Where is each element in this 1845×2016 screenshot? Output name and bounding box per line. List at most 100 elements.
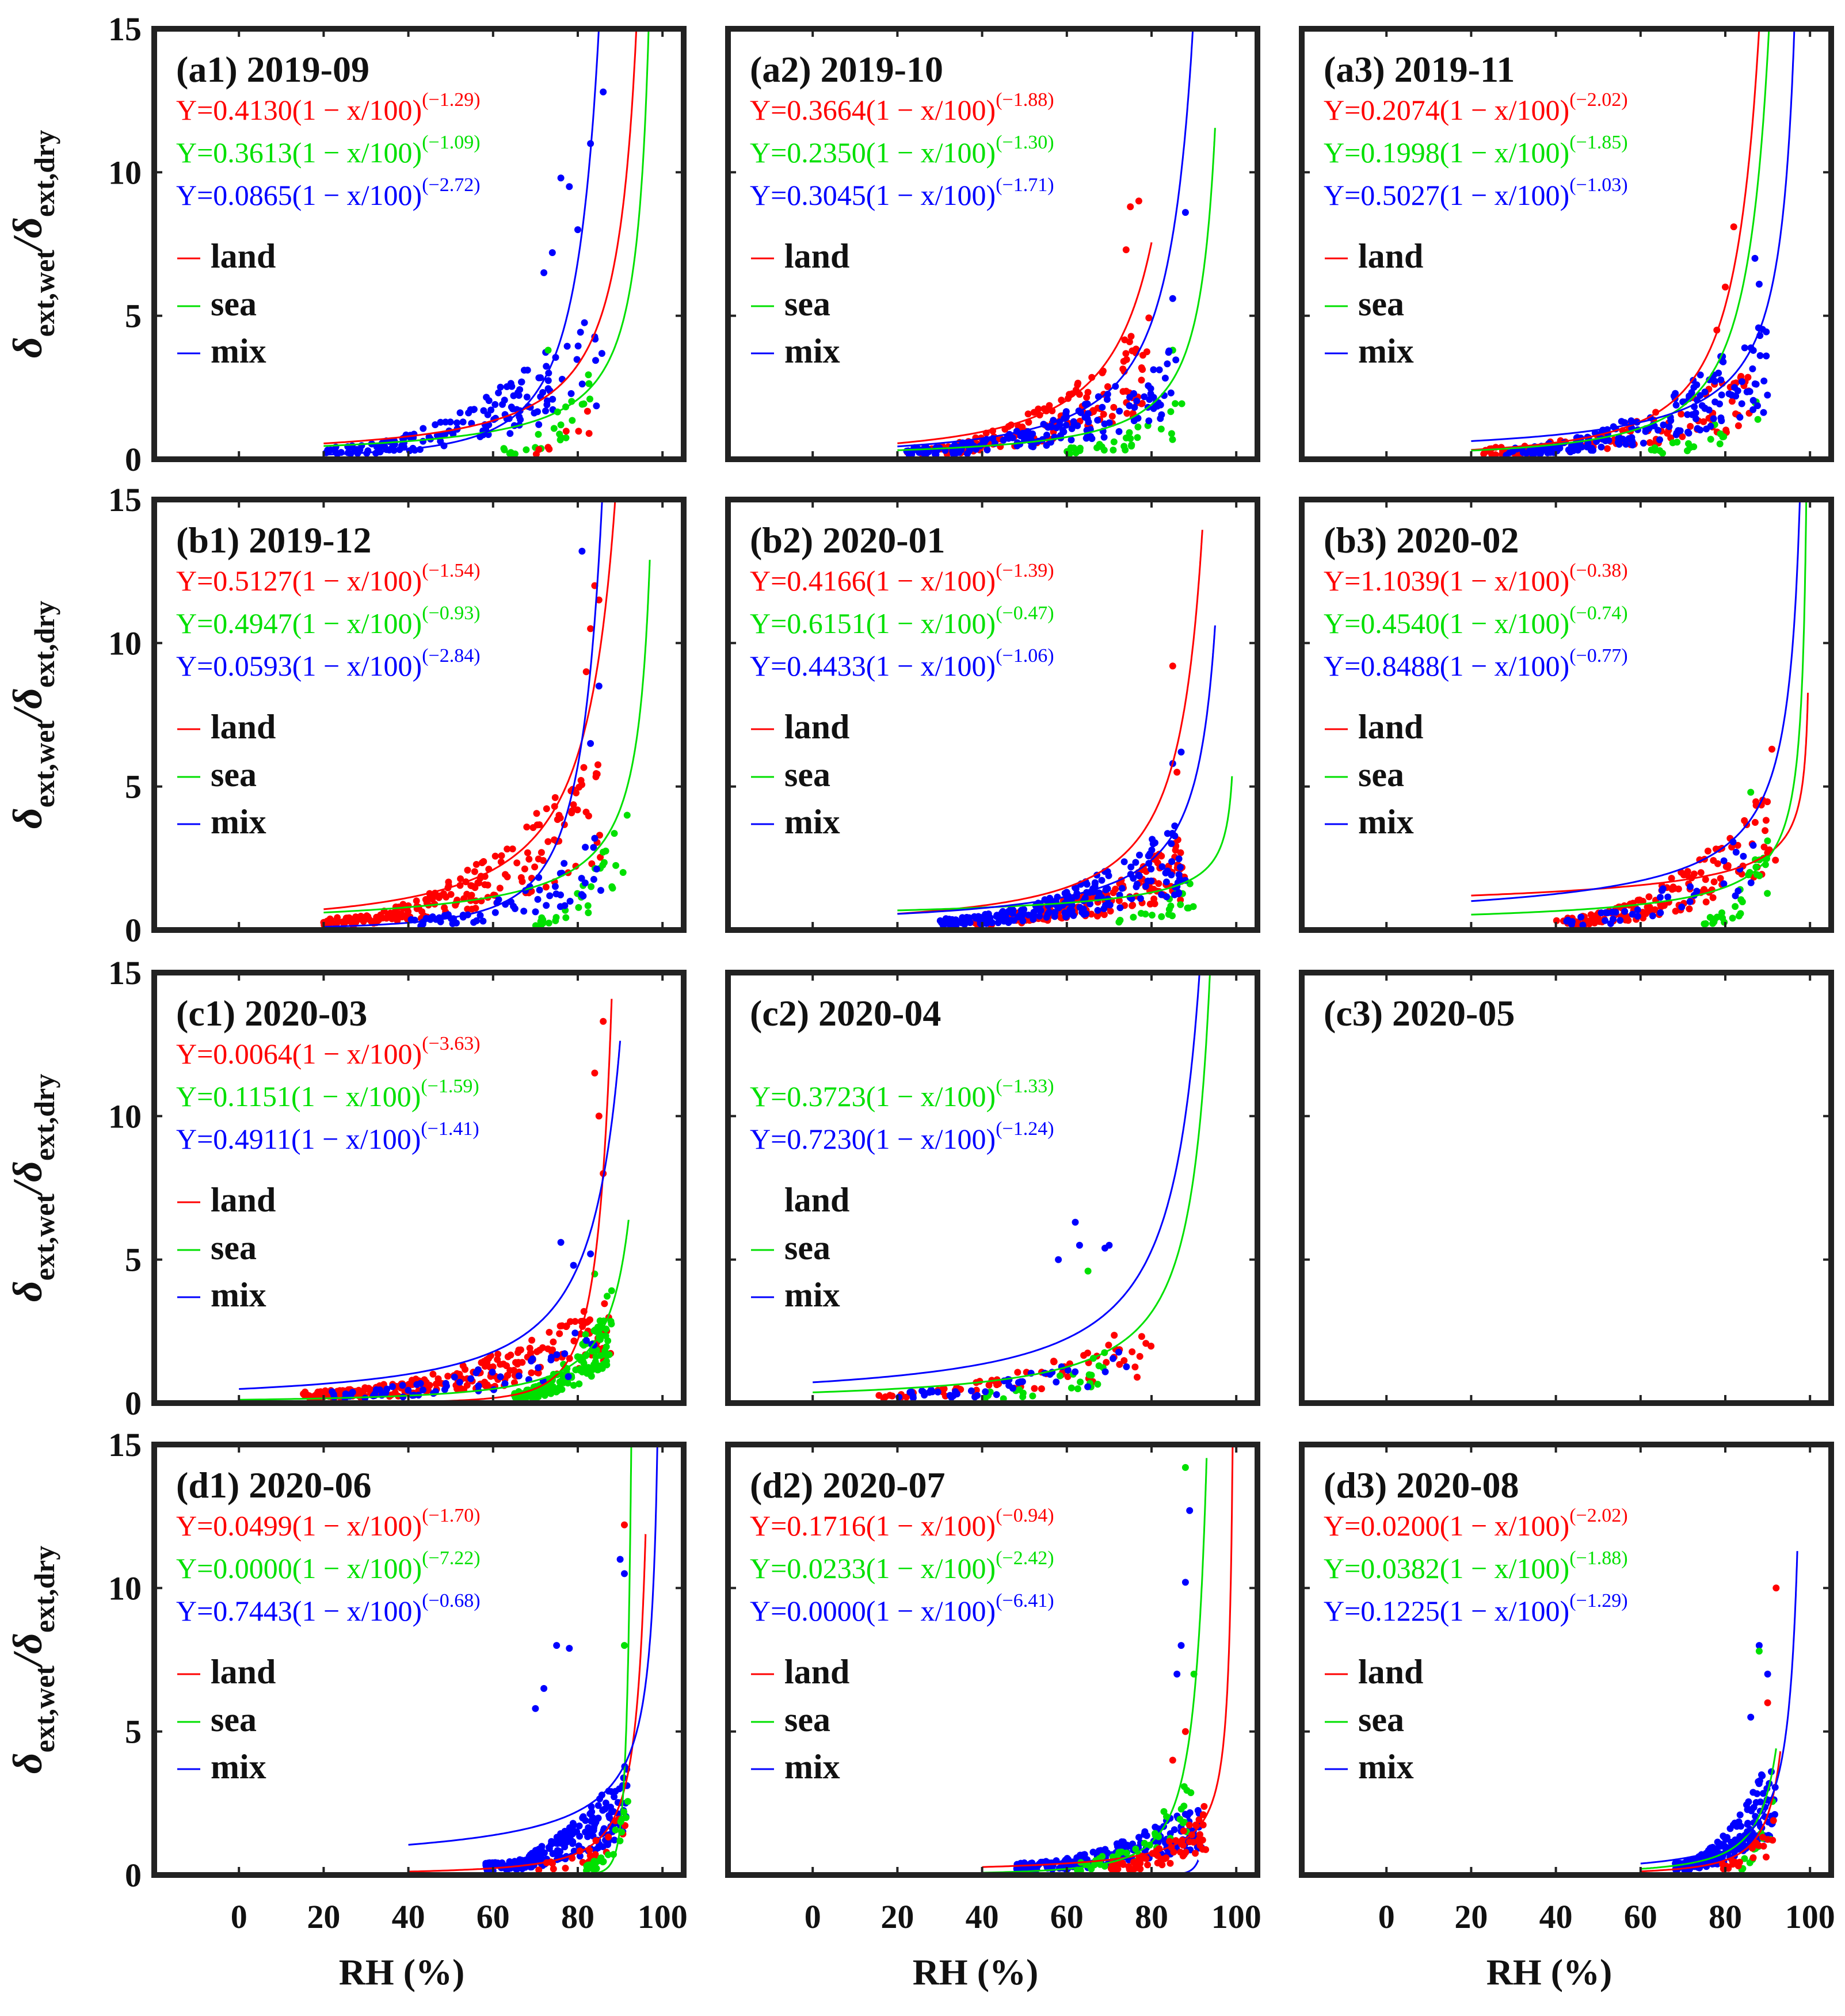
land-point (1173, 768, 1181, 776)
sea-point (1717, 430, 1724, 437)
land-point (556, 814, 564, 822)
sea-point (1068, 1384, 1075, 1392)
mix-point (566, 898, 574, 905)
equation-base: Y=0.0200(1 − x/100) (1324, 1510, 1569, 1542)
mix-point (1104, 391, 1111, 398)
mix-point (1177, 864, 1184, 871)
land-point (1088, 910, 1095, 918)
land-point (1155, 880, 1162, 887)
sea-point (1142, 910, 1149, 918)
y-tick-label: 15 (108, 481, 142, 519)
mix-point (903, 447, 910, 455)
mix-point (1076, 1853, 1083, 1861)
mix-point (587, 740, 594, 747)
land-point (1192, 1850, 1199, 1857)
land-point (1702, 898, 1710, 906)
panel-c2: (c2) 2020-04Y=0.3723(1 − x/100)(−1.33)Y=… (725, 970, 1260, 1406)
land-point (621, 1521, 628, 1529)
equation-base: Y=0.1225(1 − x/100) (1324, 1595, 1569, 1627)
mix-point (588, 1808, 596, 1816)
mix-point (532, 1705, 539, 1712)
land-point (1764, 1699, 1771, 1706)
sea-legend-label: sea (211, 285, 257, 323)
mix-point (574, 226, 581, 234)
equation-exponent: (−2.84) (422, 645, 480, 666)
y-axis-label-part: δ (5, 337, 51, 358)
land-point (435, 894, 443, 901)
sea-point (1707, 436, 1714, 443)
y-tick-label: 0 (125, 912, 142, 949)
equation-exponent: (−1.39) (996, 560, 1054, 581)
sea-fit-equation: Y=0.4947(1 − x/100)(−0.93) (176, 603, 481, 639)
land-point (418, 908, 426, 916)
sea-legend-label: sea (211, 1229, 257, 1267)
mix-point (535, 1364, 542, 1371)
mix-point (1150, 366, 1157, 374)
land-point (481, 881, 489, 889)
y-axis-label-part: ext,dry (28, 1074, 60, 1161)
sea-point (1747, 788, 1755, 796)
mix-point (1087, 900, 1093, 908)
sea-point (594, 1323, 601, 1331)
sea-point (1183, 1786, 1191, 1794)
mix-point (1656, 436, 1663, 444)
y-tick-label: 5 (125, 768, 142, 806)
sea-fit-equation: Y=0.6151(1 − x/100)(−0.47) (750, 603, 1054, 639)
mix-point (557, 174, 565, 182)
mix-point (592, 357, 599, 364)
mix-point (1697, 426, 1704, 434)
mix-point (537, 374, 544, 382)
land-point (1135, 1855, 1143, 1862)
sea-point (1753, 871, 1760, 878)
mix-point (1076, 1241, 1083, 1249)
panel-title: (b2) 2020-01 (750, 520, 946, 561)
sea-point (1181, 1464, 1189, 1471)
land-point (601, 1300, 608, 1308)
land-point (491, 852, 499, 860)
y-axis-label: δext,wet/δext,dry (5, 601, 60, 829)
mix-point (611, 1793, 618, 1801)
sea-point (544, 346, 552, 354)
mix-point (1736, 1811, 1744, 1819)
mix-point (570, 1847, 578, 1855)
mix-point (1127, 863, 1135, 871)
mix-point (1754, 402, 1761, 409)
land-point (538, 849, 545, 856)
land-point (1110, 1866, 1118, 1873)
land-point (1035, 405, 1042, 413)
land-fit-curve (897, 529, 1203, 915)
land-point (1162, 1854, 1170, 1862)
mix-point (984, 446, 991, 453)
mix-fit-equation: Y=0.4433(1 − x/100)(−1.06) (750, 645, 1054, 682)
land-point (1100, 410, 1107, 418)
land-scatter (532, 407, 593, 458)
land-point (1200, 1802, 1208, 1810)
mix-point (1136, 851, 1143, 859)
mix-point (1072, 1368, 1079, 1375)
equation-exponent: (−1.09) (422, 132, 480, 153)
mix-point (399, 1382, 406, 1389)
x-tick-label: 20 (880, 1898, 914, 1935)
mix-point (994, 919, 1002, 927)
mix-point (1070, 912, 1077, 919)
land-point (533, 1348, 540, 1355)
land-point (595, 1112, 603, 1120)
y-axis-label-part: ext,wet (28, 250, 60, 337)
panel-title: (c2) 2020-04 (750, 993, 941, 1034)
mix-point (590, 876, 597, 883)
x-tick-label: 40 (1539, 1898, 1573, 1935)
sea-fit-curve (323, 29, 650, 447)
equation-exponent: (−1.70) (422, 1505, 480, 1526)
land-point (1749, 1854, 1757, 1861)
mix-fit-curve (408, 1445, 658, 1846)
mix-point (1634, 913, 1641, 920)
sea-legend-label: sea (211, 1701, 257, 1739)
land-point (457, 875, 464, 882)
mix-point (571, 1329, 579, 1337)
equation-exponent: (−7.22) (422, 1548, 480, 1569)
land-point (529, 824, 537, 831)
x-tick-label: 40 (392, 1898, 425, 1935)
equation-base: Y=0.8488(1 − x/100) (1324, 650, 1569, 682)
mix-point (1564, 916, 1572, 924)
plot-area (897, 29, 1216, 459)
